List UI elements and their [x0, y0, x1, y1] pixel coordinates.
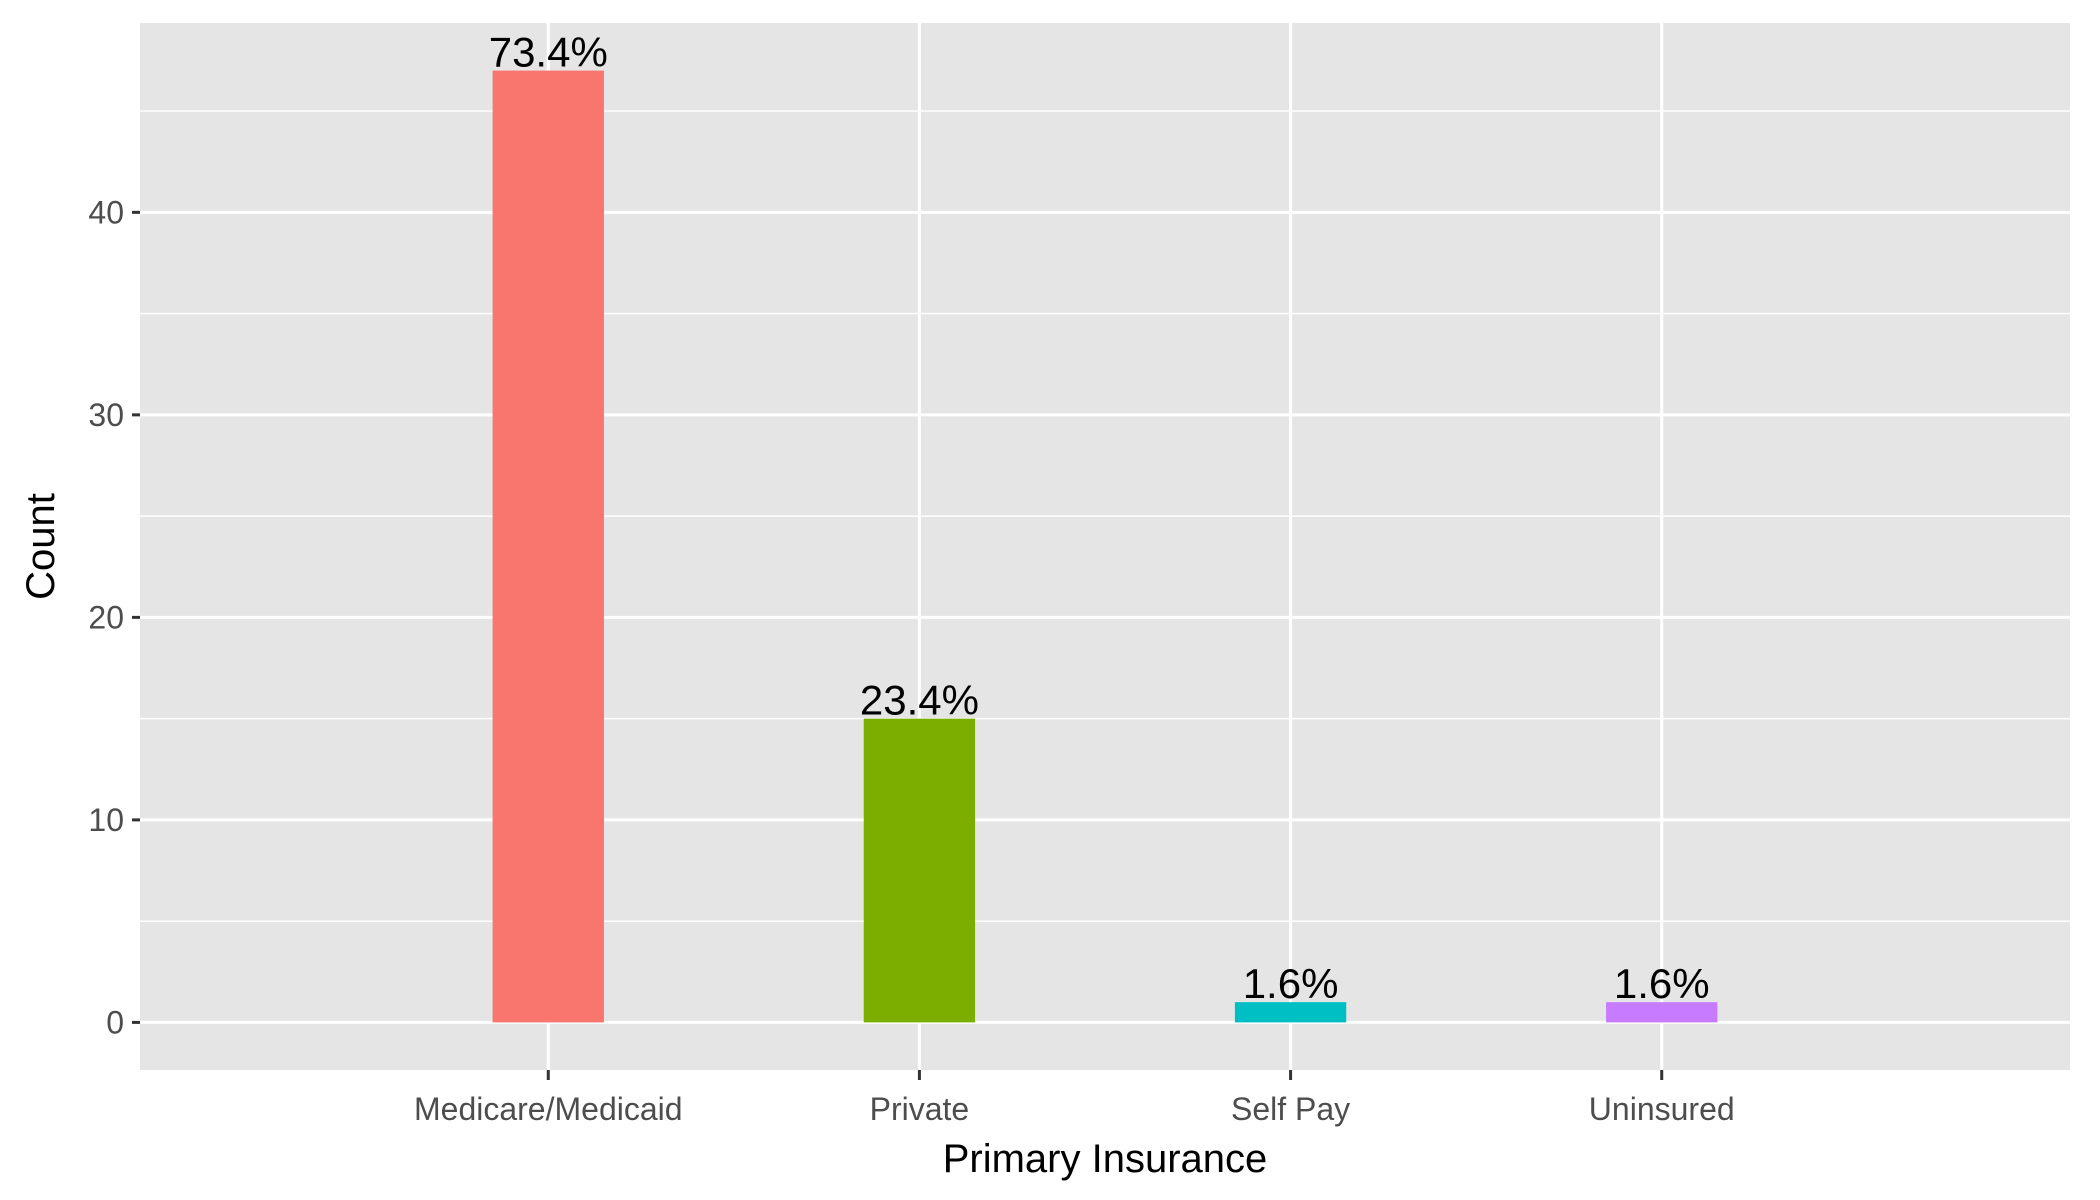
y-tick-label: 40 — [88, 194, 124, 230]
y-tick-label: 30 — [88, 397, 124, 433]
x-axis-title: Primary Insurance — [943, 1137, 1268, 1181]
x-tick-label: Uninsured — [1589, 1091, 1735, 1127]
y-axis-title: Count — [19, 493, 63, 600]
data-label: 1.6% — [1614, 960, 1710, 1007]
y-tick-label: 10 — [88, 802, 124, 838]
bar — [492, 70, 604, 1023]
x-tick-label: Private — [870, 1091, 970, 1127]
bars — [492, 70, 1718, 1023]
bar — [863, 718, 976, 1023]
plot-panel — [140, 23, 2070, 1070]
data-label: 23.4% — [860, 677, 979, 724]
bar — [1234, 1002, 1347, 1023]
x-tick-label: Self Pay — [1231, 1091, 1350, 1127]
x-tick-label: Medicare/Medicaid — [414, 1091, 683, 1127]
data-label: 73.4% — [489, 29, 608, 76]
y-tick-label: 20 — [88, 599, 124, 635]
minor-gridlines — [140, 110, 2070, 922]
x-axis: Medicare/Medicaid Private Self Pay Uninsure… — [414, 1070, 1735, 1127]
data-labels: 73.4% 23.4% 1.6% 1.6% — [489, 29, 1710, 1008]
y-tick-label: 0 — [106, 1004, 124, 1040]
y-axis: 0 10 20 30 40 — [88, 194, 140, 1040]
data-label: 1.6% — [1243, 960, 1339, 1007]
bar — [1606, 1002, 1718, 1023]
